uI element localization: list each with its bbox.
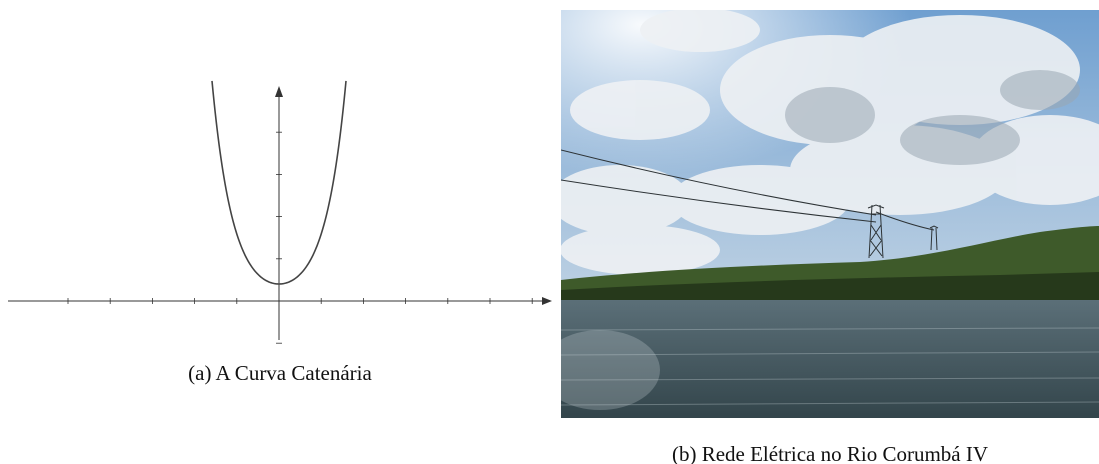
catenary-plot <box>8 81 552 343</box>
caption: (a) A Curva Catenária <box>188 361 372 385</box>
caption: (b) Rede Elétrica no Rio Corumbá IV <box>672 442 988 464</box>
photo <box>540 8 1099 418</box>
x-axis-arrow <box>542 297 552 305</box>
y-axis-arrow <box>275 86 283 97</box>
figure: (a) A Curva Catenária <box>0 0 1099 464</box>
